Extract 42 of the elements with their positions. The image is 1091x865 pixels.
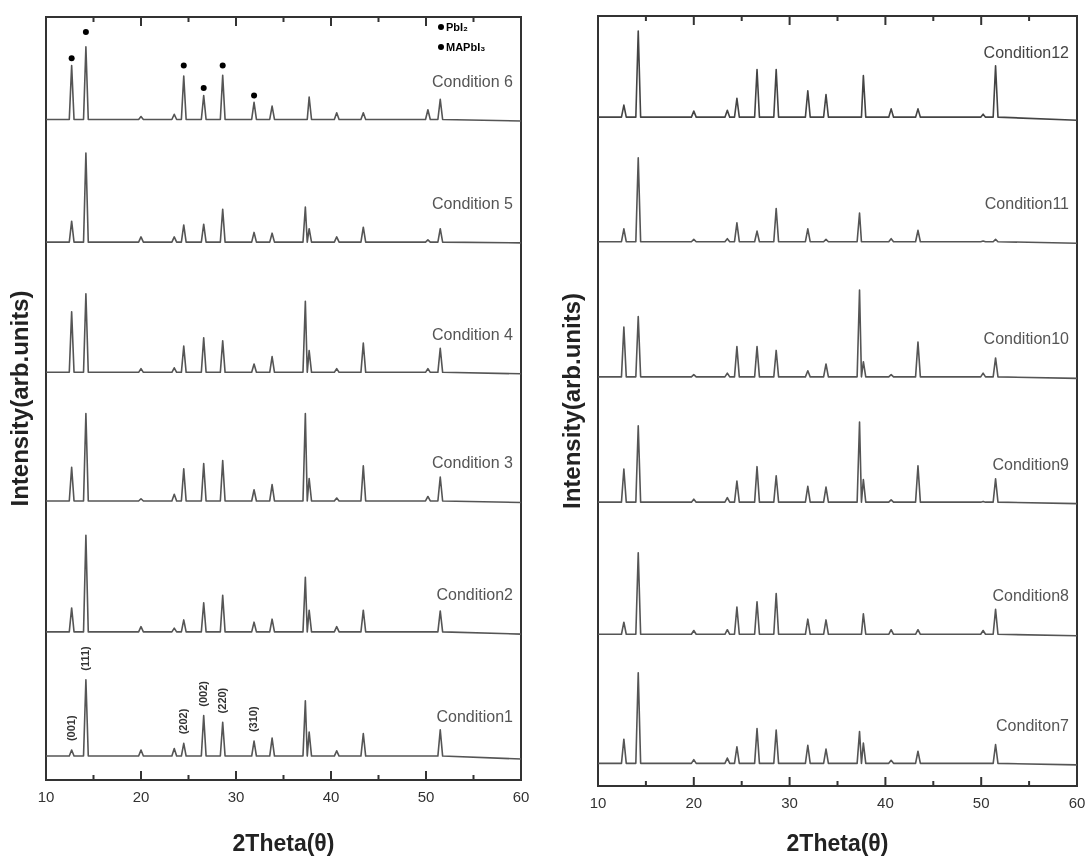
series-label: Condition9: [992, 455, 1070, 473]
point: [180, 62, 187, 69]
annotation: (111): [78, 645, 91, 671]
x-tick-label: 40: [877, 794, 894, 811]
point: [219, 62, 226, 69]
x-tick-label: 50: [972, 794, 990, 811]
point: [82, 28, 89, 35]
series-label: Condition2: [436, 586, 514, 604]
annotation: (001): [64, 715, 77, 742]
point: [251, 92, 258, 99]
y-axis-title: Intensity(arb.units): [558, 292, 585, 510]
annotation: (002): [196, 680, 209, 707]
series-label: Condition1: [436, 707, 514, 725]
series-label: Condition 4: [432, 325, 514, 343]
series-label: Condition11: [984, 195, 1070, 213]
y-axis-title: Intensity(arb.units): [6, 290, 33, 507]
series-label: Condition 3: [432, 454, 514, 472]
x-tick-label: 30: [781, 794, 798, 811]
x-tick-label: 60: [1068, 794, 1086, 811]
x-tick-label: 30: [227, 788, 245, 805]
annotation: (220): [215, 687, 228, 714]
x-tick-label: 20: [132, 788, 150, 805]
legend-label: MAPbI₃: [446, 41, 486, 53]
series-label: Condition 5: [432, 194, 514, 212]
x-tick-label: 10: [37, 788, 55, 805]
series-label: Conditon7: [996, 716, 1070, 734]
point: [200, 85, 207, 92]
x-tick-label: 40: [322, 788, 340, 805]
series-label: Condition 6: [432, 72, 514, 90]
x-tick-label: 50: [417, 788, 435, 805]
series-label: Condition8: [992, 587, 1070, 605]
annotation: (202): [176, 708, 189, 735]
legend-label: PbI₂: [446, 21, 469, 33]
x-tick-label: 10: [589, 794, 607, 811]
point: [68, 55, 75, 62]
annotation: (310): [246, 706, 259, 733]
series-label: Condition12: [983, 43, 1070, 61]
x-axis-title: 2Theta(θ): [232, 830, 335, 856]
x-tick-label: 60: [512, 788, 530, 805]
series-label: Condition10: [983, 330, 1070, 348]
x-axis-title: 2Theta(θ): [786, 830, 889, 856]
x-tick-label: 20: [685, 794, 703, 811]
